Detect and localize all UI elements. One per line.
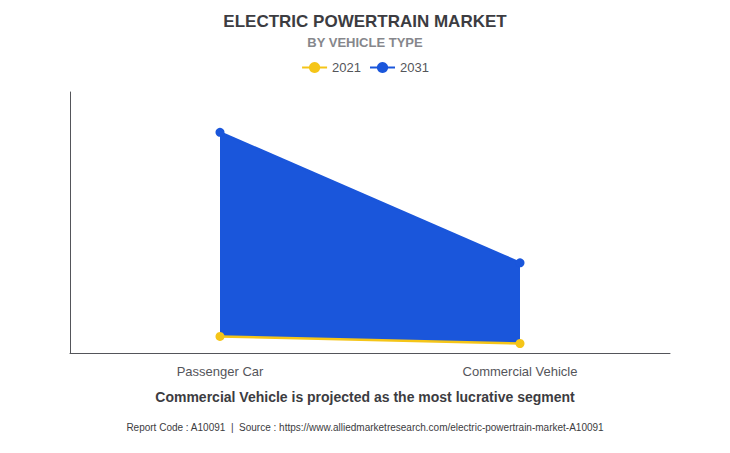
svg-text:Commercial Vehicle is projecte: Commercial Vehicle is projected as the m… bbox=[155, 389, 575, 405]
svg-text:ELECTRIC POWERTRAIN MARKET: ELECTRIC POWERTRAIN MARKET bbox=[223, 12, 507, 31]
svg-text:Passenger Car: Passenger Car bbox=[177, 364, 264, 379]
svg-text:2031: 2031 bbox=[400, 60, 429, 75]
svg-text:Commercial Vehicle: Commercial Vehicle bbox=[463, 364, 578, 379]
svg-text:Report Code : A10091 | Sourc: Report Code : A10091 | Source : https://… bbox=[126, 422, 604, 433]
svg-text:BY VEHICLE TYPE: BY VEHICLE TYPE bbox=[307, 35, 423, 50]
svg-text:2021: 2021 bbox=[332, 60, 361, 75]
